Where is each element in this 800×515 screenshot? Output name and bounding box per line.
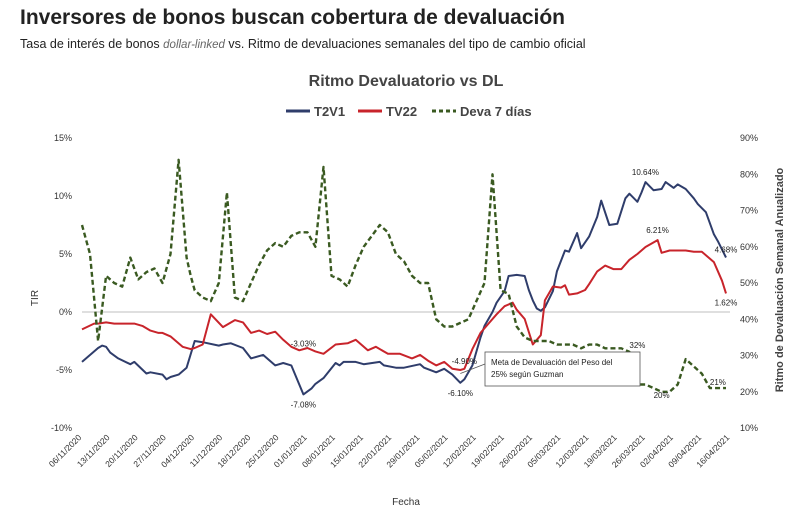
annotation-arrow — [460, 363, 486, 374]
subtitle: Tasa de interés de bonos dollar-linked v… — [20, 37, 586, 51]
series-line-deva-7-d-as — [80, 158, 726, 393]
y2-tick-label: 80% — [740, 169, 758, 179]
annotation-box — [484, 351, 641, 387]
y2-tick-label: 40% — [740, 314, 758, 324]
y-tick-label: 10% — [54, 191, 72, 201]
y2-tick-label: 60% — [740, 242, 758, 252]
y2-tick-label: 10% — [740, 423, 758, 433]
y-tick-label: -10% — [51, 423, 72, 433]
y-tick-label: -5% — [56, 365, 72, 375]
data-label: -6.10% — [448, 389, 473, 398]
y2-tick-label: 90% — [740, 133, 758, 143]
legend: T2V1 TV22 Deva 7 días — [286, 104, 532, 119]
y2-tick-label: 30% — [740, 351, 758, 361]
legend-label-tv22: TV22 — [386, 104, 417, 119]
y-axis-right: 90% 80% 70% 60% 50% 40% 30% 20% 10% — [740, 133, 758, 433]
subtitle-emphasis: dollar-linked — [163, 39, 225, 51]
y2-tick-label: 50% — [740, 278, 758, 288]
data-label: 1.62% — [715, 298, 738, 307]
y2-tick-label: 20% — [740, 387, 758, 397]
annotation-text: Meta de Devaluación del Peso del — [491, 358, 613, 367]
data-label: 6.21% — [646, 226, 669, 235]
series-line-tv22 — [81, 239, 727, 371]
x-axis: 06/11/202013/11/202020/11/202027/11/2020… — [47, 432, 732, 469]
data-labels: -7.08% -6.10% 10.64% 4.68% -3.03% -4.90% 6.21%… — [291, 168, 738, 409]
series-line-t2v1 — [81, 181, 727, 396]
data-label: 32% — [629, 341, 645, 350]
y2-tick-label: 70% — [740, 206, 758, 216]
data-label: -4.90% — [452, 357, 477, 366]
annotation: Meta de Devaluación del Peso del 25% segú… — [460, 351, 641, 387]
series-group — [80, 158, 727, 396]
data-label: 21% — [710, 378, 726, 387]
headline: Inversores de bonos buscan cobertura de … — [20, 6, 565, 29]
x-axis-title: Fecha — [392, 497, 420, 508]
data-label: -7.08% — [291, 400, 316, 409]
subtitle-pre: Tasa de interés de bonos — [20, 37, 164, 51]
data-label: 20% — [654, 391, 670, 400]
subtitle-post: vs. Ritmo de devaluaciones semanales del… — [224, 37, 586, 51]
data-label: -3.03% — [291, 339, 316, 348]
chart-title: Ritmo Devaluatorio vs DL — [309, 73, 504, 90]
data-label: 10.64% — [632, 168, 659, 177]
y-axis-title: TIR — [30, 290, 41, 306]
legend-label-deva: Deva 7 días — [460, 104, 532, 119]
y-tick-label: 5% — [59, 249, 72, 259]
y-axis-left: 15% 10% 5% 0% -5% -10% — [51, 133, 72, 433]
y2-axis-title: Ritmo de Devaluación Semanal Anualizado — [774, 167, 786, 392]
annotation-text: 25% según Guzman — [491, 370, 564, 379]
legend-label-t2v1: T2V1 — [314, 104, 345, 119]
y-tick-label: 0% — [59, 307, 72, 317]
y-tick-label: 15% — [54, 133, 72, 143]
data-label: 4.68% — [715, 245, 738, 254]
